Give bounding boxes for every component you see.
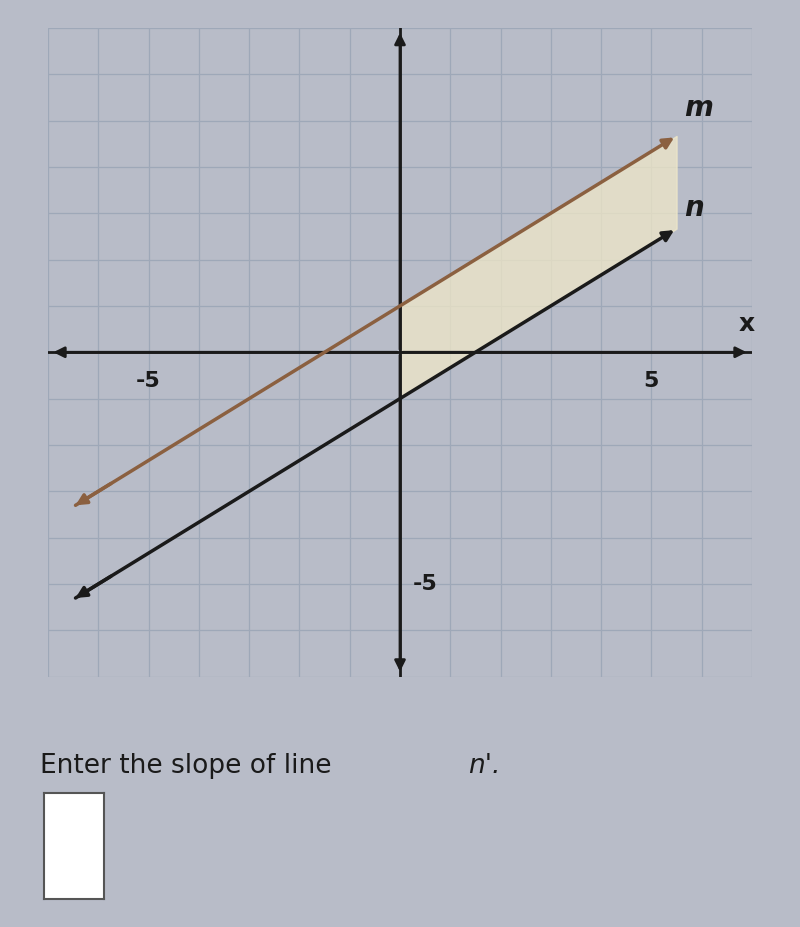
Text: -5: -5 (413, 574, 438, 594)
Text: Enter the slope of line: Enter the slope of line (40, 754, 340, 780)
Text: m: m (684, 94, 713, 122)
Text: 5: 5 (644, 371, 659, 391)
Text: x: x (739, 312, 755, 337)
Text: n: n (684, 194, 704, 222)
Text: n'.: n'. (468, 754, 500, 780)
Text: -5: -5 (136, 371, 161, 391)
